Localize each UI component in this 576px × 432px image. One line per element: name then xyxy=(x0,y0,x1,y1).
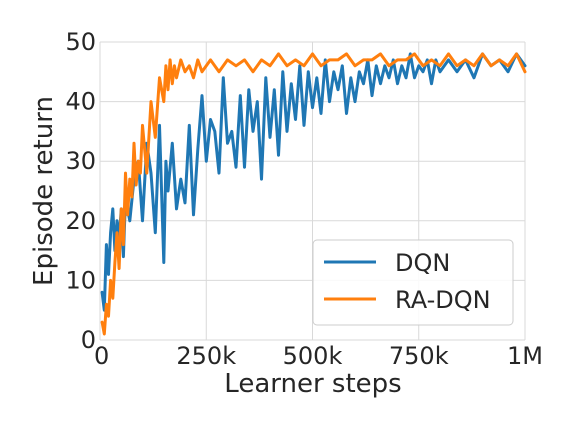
y-tick-label: 20 xyxy=(65,207,96,235)
series-line-dqn xyxy=(100,52,527,312)
legend-label-ra-dqn: RA-DQN xyxy=(395,286,491,314)
legend-label-dqn: DQN xyxy=(395,249,450,277)
x-tick-label: 1M xyxy=(507,342,543,370)
x-tick-label: 500k xyxy=(283,342,343,370)
x-tick-label: 0 xyxy=(94,342,109,370)
legend: DQN RA-DQN xyxy=(312,239,514,326)
series-layer xyxy=(100,52,527,336)
x-axis-title: Learner steps xyxy=(224,369,401,399)
x-tick-labels: 0 250k 500k 750k 1M xyxy=(94,342,543,370)
y-tick-label: 30 xyxy=(65,147,96,175)
y-tick-label: 0 xyxy=(81,326,96,354)
y-tick-label: 50 xyxy=(65,28,96,56)
y-tick-label: 40 xyxy=(65,88,96,116)
y-tick-label: 10 xyxy=(65,266,96,294)
y-tick-labels: 0 10 20 30 40 50 xyxy=(65,28,96,354)
y-axis-title: Episode return xyxy=(29,96,59,286)
x-tick-label: 250k xyxy=(176,342,236,370)
series-line-ra-dqn xyxy=(100,52,527,336)
x-tick-label: 750k xyxy=(389,342,449,370)
